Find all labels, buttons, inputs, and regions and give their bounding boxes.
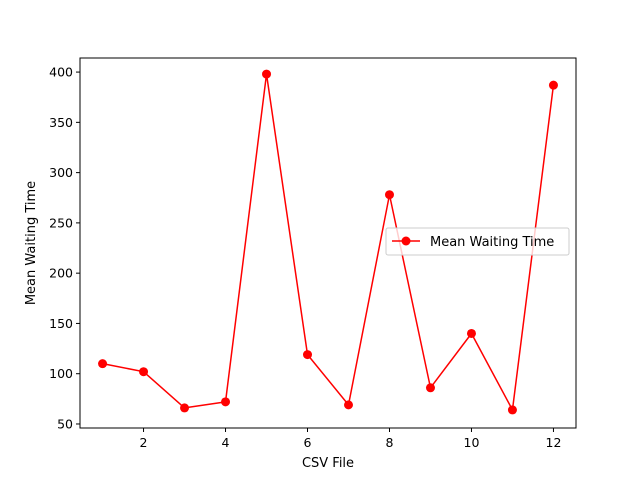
x-tick-label: 12: [546, 435, 562, 450]
x-tick-label: 6: [304, 435, 312, 450]
x-tick-label: 2: [140, 435, 148, 450]
data-point-marker: [425, 383, 435, 393]
data-point-marker: [343, 400, 353, 410]
legend-box: [385, 227, 570, 256]
data-point-marker: [303, 350, 313, 360]
y-tick-label: 300: [49, 165, 73, 180]
x-tick-label: 4: [222, 435, 230, 450]
data-point-marker: [98, 359, 108, 369]
y-tick-label: 250: [49, 215, 73, 230]
x-tick-label: 10: [464, 435, 480, 450]
data-point-marker: [507, 405, 517, 415]
data-point-marker: [262, 69, 272, 79]
y-tick-label: 150: [49, 316, 73, 331]
series-line: [102, 73, 555, 411]
legend-marker-swatch: [401, 236, 411, 246]
legend: Mean Waiting Time: [385, 227, 570, 256]
data-point-marker: [139, 367, 149, 377]
data-point-marker: [221, 397, 231, 407]
series-layer: [98, 69, 558, 415]
data-point-marker: [548, 80, 558, 90]
y-tick-label: 350: [49, 115, 73, 130]
y-tick-label: 200: [49, 266, 73, 281]
data-point-marker: [384, 190, 394, 200]
y-tick-label: 400: [49, 65, 73, 80]
y-tick-label: 50: [57, 416, 73, 431]
legend-entry-label: Mean Waiting Time: [430, 235, 554, 250]
data-point-marker: [180, 403, 190, 413]
x-tick-label: 8: [386, 435, 394, 450]
ticks-layer: 2 4 6 8 10 12 50 100 150 200 250 300 350 400: [49, 65, 561, 450]
plot-frame: [79, 57, 577, 429]
x-axis-label: CSV File: [302, 456, 354, 471]
data-point-marker: [466, 328, 476, 338]
y-axis-label: Mean Waiting Time: [24, 181, 39, 305]
y-tick-label: 100: [49, 366, 73, 381]
